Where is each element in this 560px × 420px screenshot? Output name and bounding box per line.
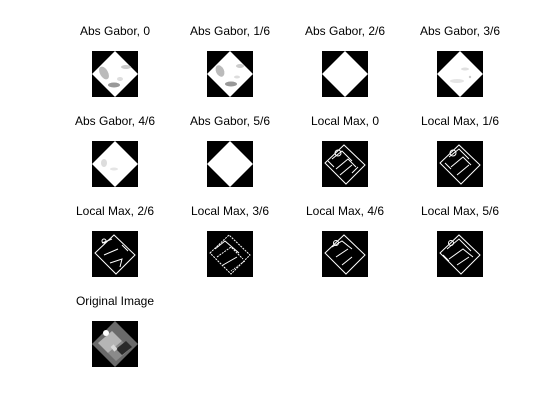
panel-title: Abs Gabor, 3/6 (419, 24, 501, 38)
gabor-image (92, 141, 138, 187)
local-max-image (322, 141, 368, 187)
panel-local-max-0: Local Max, 0 (295, 114, 395, 204)
panel-title: Local Max, 3/6 (190, 204, 270, 218)
panel-title: Abs Gabor, 5/6 (189, 114, 271, 128)
panel-abs-gabor-3-6: Abs Gabor, 3/6 (410, 24, 510, 114)
gabor-image (207, 141, 253, 187)
panel-abs-gabor-2-6: Abs Gabor, 2/6 (295, 24, 395, 114)
panel-title: Abs Gabor, 2/6 (304, 24, 386, 38)
panel-original-image: Original Image (65, 294, 165, 384)
panel-title: Abs Gabor, 4/6 (74, 114, 156, 128)
panel-title: Local Max, 4/6 (305, 204, 385, 218)
panel-local-max-4-6: Local Max, 4/6 (295, 204, 395, 294)
panel-local-max-3-6: Local Max, 3/6 (180, 204, 280, 294)
gabor-image (322, 51, 368, 97)
panel-title: Local Max, 0 (310, 114, 380, 128)
gabor-image (92, 51, 138, 97)
local-max-image (207, 231, 253, 277)
panel-local-max-2-6: Local Max, 2/6 (65, 204, 165, 294)
panel-title: Local Max, 1/6 (420, 114, 500, 128)
panel-title: Local Max, 2/6 (75, 204, 155, 218)
panel-title: Original Image (75, 294, 155, 308)
panel-title: Abs Gabor, 1/6 (189, 24, 271, 38)
local-max-image (322, 231, 368, 277)
local-max-image (437, 231, 483, 277)
local-max-image (92, 231, 138, 277)
panel-abs-gabor-0: Abs Gabor, 0 (65, 24, 165, 114)
panel-abs-gabor-1-6: Abs Gabor, 1/6 (180, 24, 280, 114)
panel-local-max-5-6: Local Max, 5/6 (410, 204, 510, 294)
panel-title: Abs Gabor, 0 (79, 24, 151, 38)
panel-abs-gabor-5-6: Abs Gabor, 5/6 (180, 114, 280, 204)
panel-title: Local Max, 5/6 (420, 204, 500, 218)
gabor-image (437, 51, 483, 97)
gabor-image (207, 51, 253, 97)
original-image (92, 321, 138, 367)
panel-local-max-1-6: Local Max, 1/6 (410, 114, 510, 204)
panel-abs-gabor-4-6: Abs Gabor, 4/6 (65, 114, 165, 204)
local-max-image (437, 141, 483, 187)
